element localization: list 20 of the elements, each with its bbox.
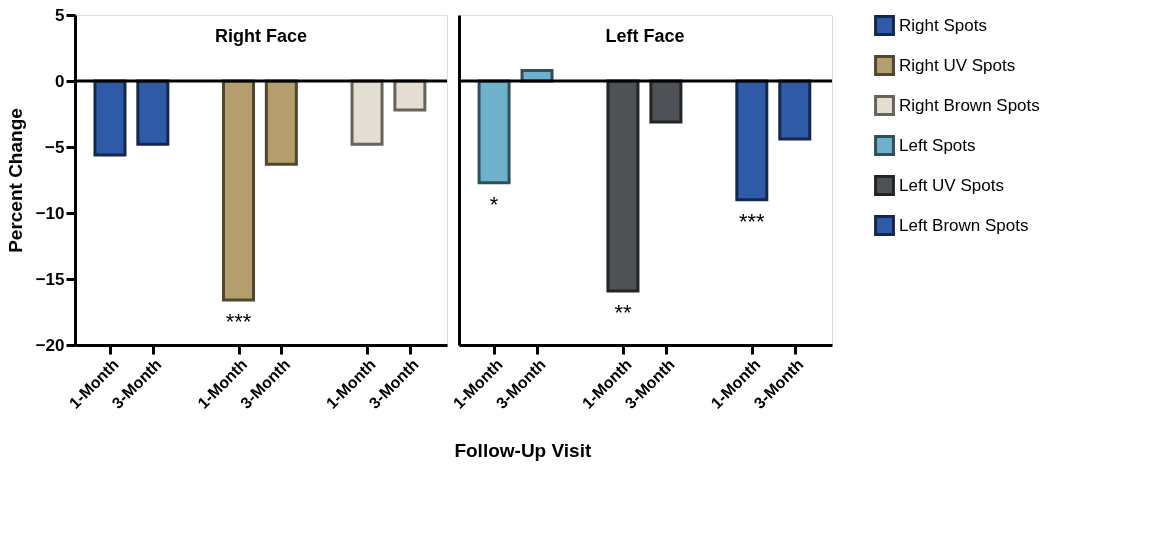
legend-label: Right Brown Spots [899, 95, 1040, 115]
y-tick-label: 5 [55, 5, 65, 25]
text: Follow-Up Visit [454, 439, 592, 461]
legend-label: Right Spots [899, 15, 987, 35]
y-tick-label: −20 [35, 335, 65, 355]
text: Left Brown Spots [899, 215, 1029, 235]
legend-label: Left Spots [899, 135, 976, 155]
y-axis-title: Percent Change [4, 108, 26, 253]
data-label: *** [225, 309, 252, 335]
y-tick-label: −5 [45, 137, 65, 157]
data-label: ** [614, 299, 632, 325]
data-label: *** [738, 208, 766, 234]
y-tick-label: −15 [35, 269, 65, 289]
text: Right Face [214, 26, 308, 46]
legend-label: Left UV Spots [899, 175, 1004, 195]
data-label: * [489, 191, 499, 217]
legend-label: Right UV Spots [899, 55, 1016, 75]
text: Left Face [605, 26, 685, 46]
y-tick-label: 0 [55, 71, 65, 91]
y-tick-label: −10 [35, 203, 65, 223]
